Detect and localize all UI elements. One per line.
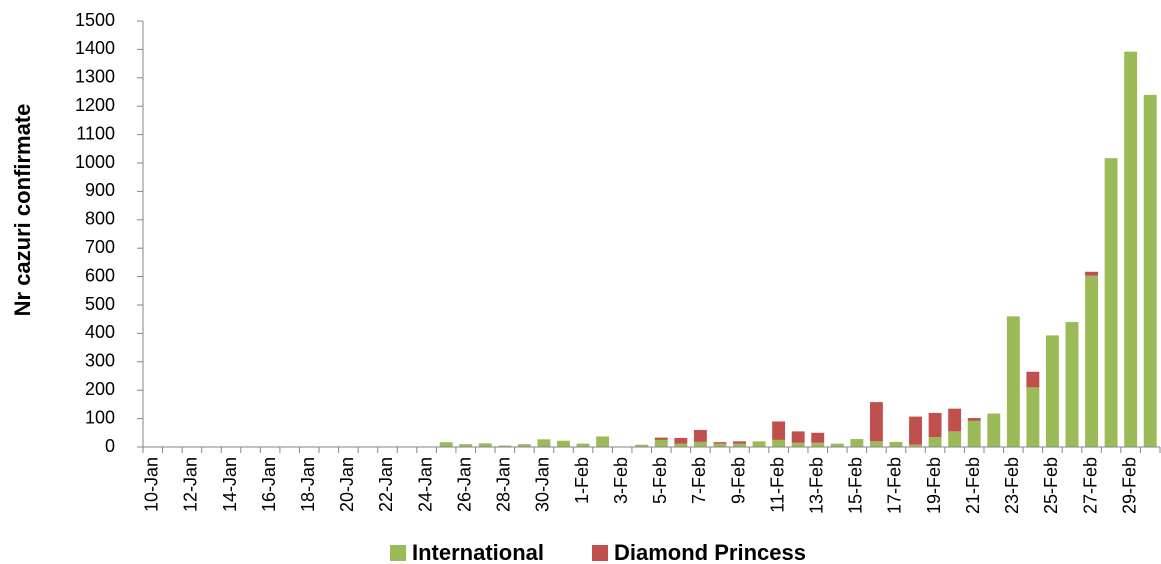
bar [517, 444, 531, 447]
bar [1045, 335, 1059, 447]
bar [772, 439, 786, 447]
x-tick-label: 23-Feb [1002, 457, 1022, 514]
x-tick-label: 29-Feb [1119, 457, 1139, 514]
y-tick-label: 1000 [75, 152, 115, 172]
bar [830, 443, 844, 447]
x-tick-label: 28-Jan [494, 457, 514, 512]
bar [889, 441, 903, 447]
bar [1006, 316, 1020, 447]
y-tick-label: 1500 [75, 10, 115, 30]
bar [948, 408, 962, 432]
bar [693, 429, 707, 442]
bar [928, 437, 942, 447]
x-tick-label: 11-Feb [767, 457, 787, 513]
x-tick-label: 10-Jan [142, 457, 162, 512]
x-tick-label: 30-Jan [533, 457, 553, 512]
x-tick-label: 27-Feb [1080, 457, 1100, 514]
bar [537, 439, 551, 447]
bar [693, 441, 707, 447]
bar [811, 432, 825, 443]
y-tick-label: 500 [85, 294, 115, 314]
bar [850, 439, 864, 447]
y-tick-label: 100 [85, 407, 115, 427]
x-tick-label: 7-Feb [689, 457, 709, 504]
bar [752, 441, 766, 447]
y-tick-label: 400 [85, 322, 115, 342]
bar [557, 440, 570, 447]
x-tick-label: 18-Jan [298, 457, 318, 512]
bar [459, 444, 473, 447]
y-tick-label: 1300 [75, 67, 115, 87]
bar [1026, 371, 1040, 388]
x-tick-label: 15-Feb [846, 457, 866, 514]
bar [478, 443, 492, 447]
bar [1104, 158, 1118, 447]
bar [439, 442, 453, 447]
y-tick-label: 900 [85, 180, 115, 200]
x-tick-label: 5-Feb [650, 457, 670, 504]
bar [1085, 271, 1099, 276]
bar [948, 431, 962, 447]
legend-text: Diamond Princess [614, 540, 806, 564]
x-tick-label: 13-Feb [806, 457, 826, 514]
bar [1065, 322, 1079, 447]
x-tick-label: 22-Jan [376, 457, 396, 512]
bar [909, 416, 922, 445]
x-tick-label: 14-Jan [220, 457, 240, 512]
bar [713, 443, 727, 447]
y-tick-label: 300 [85, 351, 115, 371]
y-tick-label: 600 [85, 265, 115, 285]
x-tick-label: 9-Feb [728, 457, 748, 504]
legend-swatch [390, 545, 406, 561]
bar [967, 418, 981, 421]
bar [596, 436, 610, 447]
bar [1026, 387, 1040, 447]
bar [654, 439, 668, 447]
bar [869, 441, 883, 447]
x-tick-label: 1-Feb [572, 457, 592, 504]
bar [772, 421, 786, 440]
bar [1124, 51, 1138, 448]
x-tick-label: 25-Feb [1041, 457, 1061, 514]
bar [498, 445, 512, 447]
x-tick-label: 3-Feb [611, 457, 631, 504]
bar [1143, 94, 1157, 447]
x-tick-label: 19-Feb [924, 457, 944, 514]
legend-text: International [412, 540, 544, 564]
x-tick-label: 24-Jan [415, 457, 435, 512]
y-tick-label: 1200 [75, 95, 115, 115]
bar [791, 442, 805, 447]
legend-swatch [592, 545, 608, 561]
y-tick-label: 1100 [76, 123, 115, 143]
x-tick-label: 17-Feb [885, 457, 905, 514]
y-axis-title: Nr cazuri confirmate [10, 104, 35, 317]
bar [674, 437, 688, 444]
y-tick-label: 0 [105, 436, 115, 456]
bar [928, 412, 942, 438]
x-tick-label: 20-Jan [337, 457, 357, 512]
bar [713, 442, 727, 444]
bar [733, 441, 746, 444]
bar [869, 402, 883, 442]
x-tick-label: 16-Jan [259, 457, 279, 512]
bar [576, 443, 590, 447]
bar [733, 443, 746, 447]
x-tick-label: 21-Feb [963, 457, 983, 514]
bar [791, 431, 805, 443]
x-tick-label: 26-Jan [454, 457, 474, 512]
x-tick-label: 12-Jan [181, 457, 201, 512]
bar [635, 444, 649, 447]
bar [674, 443, 688, 447]
y-tick-label: 1400 [75, 38, 115, 58]
y-tick-label: 800 [85, 209, 115, 229]
bar [967, 420, 981, 447]
y-tick-label: 200 [85, 379, 115, 399]
bar [1085, 275, 1099, 447]
bar [909, 444, 922, 447]
bar [811, 442, 825, 447]
bar [987, 413, 1001, 447]
y-tick-label: 700 [85, 237, 115, 257]
bar [654, 437, 668, 440]
